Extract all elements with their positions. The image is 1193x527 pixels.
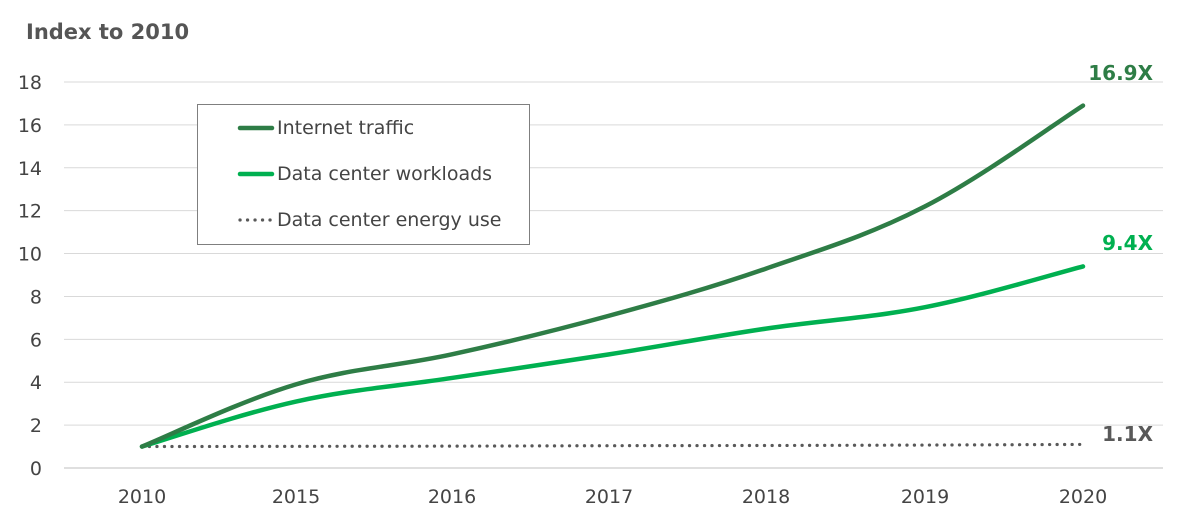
legend-label-0: Internet traffic <box>277 117 414 139</box>
series-line-2 <box>140 442 1085 449</box>
x-tick-label: 2016 <box>428 486 476 508</box>
x-tick-label: 2017 <box>585 486 633 508</box>
legend-label-2: Data center energy use <box>277 209 501 231</box>
y-tick-label: 16 <box>18 115 42 137</box>
y-tick-label: 0 <box>30 458 42 480</box>
y-tick-label: 14 <box>18 158 42 180</box>
y-tick-label: 2 <box>30 415 42 437</box>
legend: Internet traffic Data center workloads Dat… <box>197 104 530 245</box>
end-label-0: 16.9X <box>1088 61 1153 85</box>
y-tick-label: 18 <box>18 72 42 94</box>
y-tick-label: 4 <box>30 372 42 394</box>
series-line-0 <box>139 103 1086 449</box>
x-tick-label: 2019 <box>901 486 949 508</box>
series-lines <box>139 103 1086 449</box>
y-tick-label: 8 <box>30 286 42 308</box>
legend-label-1: Data center workloads <box>277 163 492 185</box>
y-tick-label: 10 <box>18 244 42 266</box>
end-labels: 16.9X 9.4X 1.1X <box>1088 61 1153 446</box>
x-tick-label: 2020 <box>1059 486 1107 508</box>
x-tick-label: 2018 <box>742 486 790 508</box>
y-axis-title: Index to 2010 <box>26 20 190 44</box>
x-tick-label: 2010 <box>118 486 166 508</box>
end-label-1: 9.4X <box>1102 231 1153 255</box>
end-label-2: 1.1X <box>1102 422 1153 446</box>
series-line-1 <box>139 264 1086 449</box>
x-tick-label: 2015 <box>272 486 320 508</box>
y-tick-label: 6 <box>30 329 42 351</box>
y-tick-label: 12 <box>18 201 42 223</box>
y-axis-ticks: 0 2 4 6 8 10 12 14 16 18 <box>18 72 42 480</box>
x-axis-ticks: 2010 2015 2016 2017 2018 2019 2020 <box>118 486 1107 508</box>
